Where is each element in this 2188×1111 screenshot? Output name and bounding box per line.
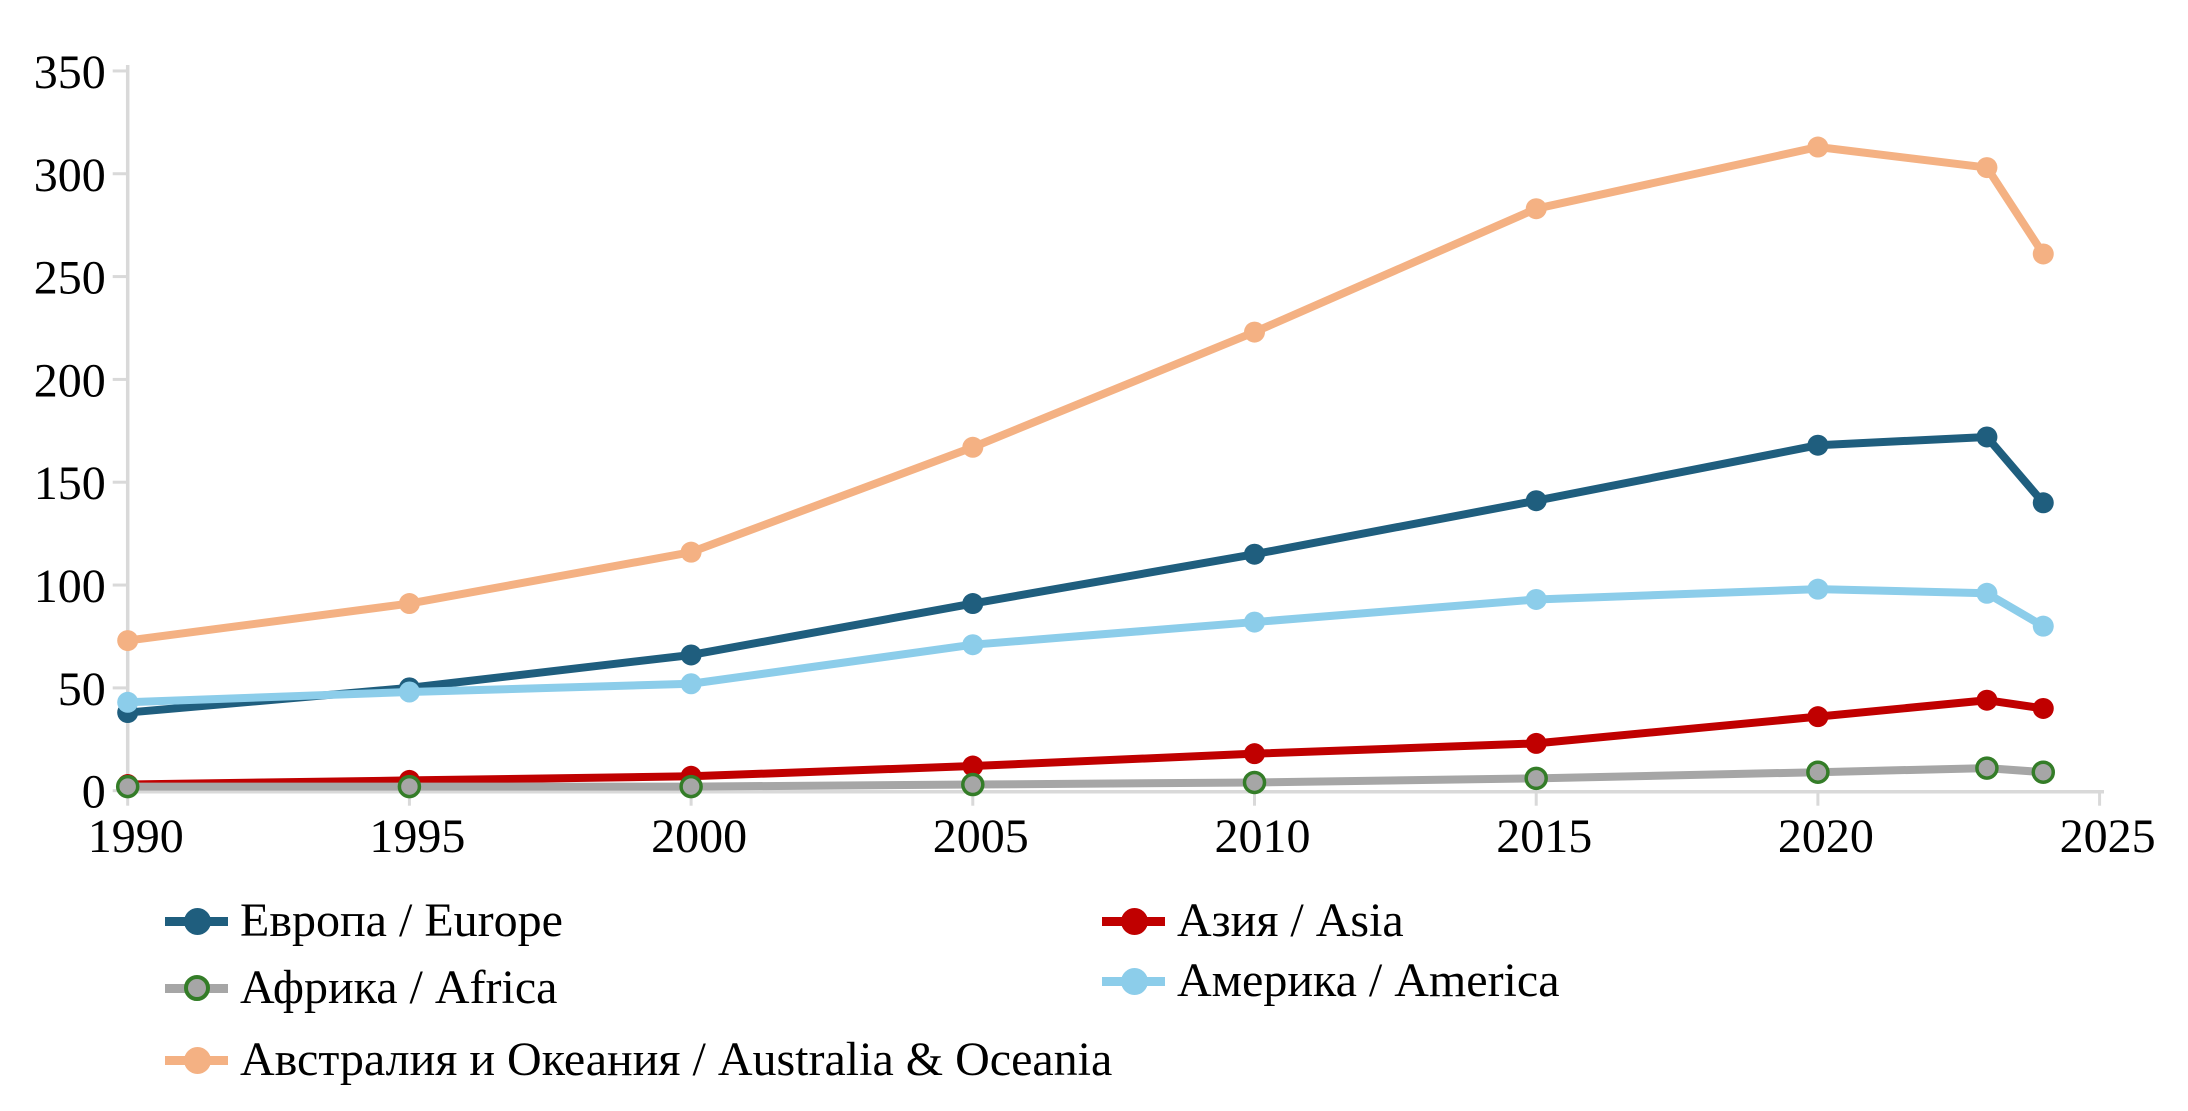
- x-axis-tick-label: 1990: [88, 810, 184, 863]
- legend-item-europe: Европа / Europe: [165, 893, 563, 948]
- point-asia-2015: [1525, 732, 1547, 754]
- x-axis-tick-label: 2015: [1496, 810, 1592, 863]
- x-axis-tick-label: 2025: [2060, 810, 2156, 863]
- point-america-2015: [1525, 588, 1547, 610]
- point-america-1995: [398, 681, 420, 703]
- legend-item-australia: Австралия и Океания / Australia & Oceani…: [165, 1032, 1112, 1087]
- point-asia-2023: [1976, 689, 1998, 711]
- point-europe-2000: [680, 644, 702, 666]
- y-axis-tick-label: 200: [34, 354, 106, 407]
- point-europe-2015: [1525, 490, 1547, 512]
- point-australia-2010: [1244, 321, 1265, 343]
- point-australia-2020: [1807, 136, 1829, 158]
- point-asia-2024: [2032, 697, 2054, 719]
- x-axis-tick-label: 2000: [651, 810, 747, 863]
- legend-item-africa: Африка / Africa: [165, 960, 557, 1015]
- y-axis-tick-label: 150: [34, 457, 106, 510]
- point-europe-2010: [1244, 543, 1265, 565]
- point-america-2023: [1976, 582, 1998, 604]
- point-africa-2020: [1806, 760, 1830, 784]
- point-europe-2024: [2032, 492, 2054, 514]
- y-axis-tick-label: 0: [82, 766, 106, 819]
- line-chart: 0 50 100 150 200 250 300 350 1990 1995 2000 2005 201…: [34, 46, 2156, 863]
- legend-item-asia: Азия / Asia: [1102, 893, 1404, 948]
- america-legend-marker-icon: [1102, 954, 1165, 1008]
- asia-legend-marker-icon: [1102, 894, 1165, 948]
- europe-legend-marker-icon: [165, 894, 228, 948]
- series-europe-line: [123, 432, 2048, 717]
- point-asia-2020: [1807, 706, 1829, 728]
- australia-legend-marker-icon: [165, 1033, 228, 1087]
- point-africa-2005: [961, 772, 985, 797]
- legend-label-asia: Азия / Asia: [1177, 894, 1404, 947]
- point-australia-2024: [2032, 243, 2054, 265]
- point-australia-2023: [1976, 157, 1998, 179]
- point-america-2020: [1807, 578, 1829, 600]
- x-axis-tick-label: 2005: [933, 810, 1029, 863]
- point-europe-2020: [1807, 434, 1829, 456]
- point-africa-2010: [1242, 770, 1267, 795]
- point-africa-2023: [1975, 756, 1999, 780]
- point-europe-2005: [962, 593, 984, 615]
- y-axis-tick-label: 50: [58, 663, 106, 716]
- point-america-2024: [2032, 615, 2054, 637]
- legend-label-america: Америка / America: [1177, 954, 1560, 1007]
- point-australia-1990: [117, 630, 139, 652]
- point-africa-2015: [1524, 766, 1548, 791]
- y-axis-tick-label: 250: [34, 252, 106, 305]
- legend-label-europe: Европа / Europe: [240, 894, 563, 947]
- point-africa-1995: [397, 774, 422, 799]
- y-axis-tick-label: 350: [34, 46, 106, 99]
- point-europe-2023: [1976, 426, 1998, 448]
- point-america-2010: [1244, 611, 1265, 633]
- point-asia-2010: [1244, 743, 1265, 765]
- series-australia-line: [123, 143, 2048, 645]
- x-axis-tick-label: 2010: [1215, 810, 1311, 863]
- point-australia-1995: [398, 593, 420, 615]
- point-asia-2005: [962, 755, 984, 777]
- point-australia-2005: [962, 436, 984, 458]
- africa-legend-marker-icon: [165, 961, 228, 1015]
- legend-item-america: Америка / America: [1102, 953, 1560, 1008]
- point-america-1990: [117, 691, 139, 713]
- y-axis-tick-label: 300: [34, 149, 106, 202]
- point-america-2000: [680, 673, 702, 695]
- y-axis-tick-label: 100: [34, 560, 106, 613]
- x-axis-tick-label: 2020: [1778, 810, 1874, 863]
- point-africa-1990: [115, 774, 140, 799]
- point-australia-2015: [1525, 198, 1547, 220]
- point-africa-2000: [679, 774, 703, 799]
- point-australia-2000: [680, 541, 702, 563]
- x-axis-tick-label: 1995: [369, 810, 465, 863]
- legend-label-africa: Африка / Africa: [240, 961, 558, 1014]
- legend-label-australia: Австралия и Океания / Australia & Oceani…: [240, 1033, 1113, 1086]
- point-africa-2024: [2031, 760, 2056, 784]
- point-america-2005: [962, 634, 984, 656]
